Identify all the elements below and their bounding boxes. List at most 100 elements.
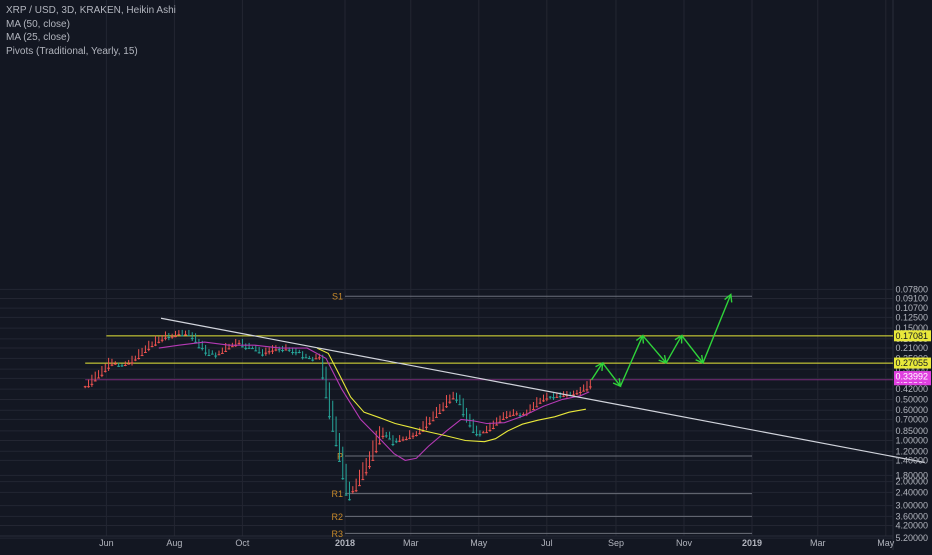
projection-segment xyxy=(681,335,704,364)
projection-segment xyxy=(665,335,683,364)
candle-body xyxy=(481,432,485,434)
candle-body xyxy=(281,350,284,352)
y-tick-label[interactable]: 0.70000 xyxy=(895,414,928,424)
candle-body xyxy=(127,363,131,365)
candle-body xyxy=(572,394,575,396)
y-tick-label[interactable]: 0.10700 xyxy=(895,303,928,313)
moving-averages xyxy=(158,341,590,461)
y-tick-label[interactable]: 4.20000 xyxy=(895,521,928,531)
legend-ma50[interactable]: MA (50, close) xyxy=(6,18,70,30)
legend-ma25[interactable]: MA (25, close) xyxy=(6,32,70,43)
candle-body xyxy=(261,354,264,356)
candle-body xyxy=(130,362,134,364)
candle-body xyxy=(133,359,137,361)
candle-body xyxy=(277,349,281,351)
candle-body xyxy=(214,355,218,357)
candle-body xyxy=(334,445,338,447)
y-tick-label[interactable]: 1.00000 xyxy=(895,436,928,446)
x-tick-label[interactable]: Aug xyxy=(166,538,182,548)
x-tick-label[interactable]: Jul xyxy=(541,538,553,548)
y-tick-label[interactable]: 2.00000 xyxy=(895,477,928,487)
candle-body xyxy=(307,358,311,360)
projection-segment xyxy=(642,335,667,364)
candle-body xyxy=(247,347,251,349)
x-tick-label[interactable]: Oct xyxy=(235,538,250,548)
x-tick-label[interactable]: Nov xyxy=(676,538,693,548)
candle-body xyxy=(311,359,315,361)
candle-body xyxy=(157,341,161,343)
x-tick-label[interactable]: Sep xyxy=(608,538,624,548)
candle-body xyxy=(578,392,582,394)
y-tick-label[interactable]: 0.15000 xyxy=(895,323,928,333)
candle-body xyxy=(354,490,358,492)
candle-body xyxy=(170,336,174,338)
x-tick-label[interactable]: May xyxy=(877,538,895,548)
candle-body xyxy=(217,354,221,356)
y-tick-label[interactable]: 0.85000 xyxy=(895,426,928,436)
x-tick-label[interactable]: Mar xyxy=(810,538,826,548)
legend-pivots[interactable]: Pivots (Traditional, Yearly, 15) xyxy=(6,45,138,57)
y-tick-label[interactable]: 0.21000 xyxy=(895,343,928,353)
x-tick-label[interactable]: 2019 xyxy=(742,538,762,548)
candle-body xyxy=(107,367,111,369)
y-tick-label[interactable]: 2.40000 xyxy=(895,487,928,497)
candle-body xyxy=(538,402,542,404)
y-tick-label[interactable]: 0.09100 xyxy=(895,294,928,304)
y-tick-label[interactable]: 1.20000 xyxy=(895,446,928,456)
candle-body xyxy=(150,346,154,348)
candle-body xyxy=(321,377,325,379)
x-tick-label[interactable]: Mar xyxy=(403,538,419,548)
candle-body xyxy=(505,417,509,419)
y-tick-label[interactable]: 1.80000 xyxy=(895,470,928,480)
pivot-label: R1 xyxy=(331,489,343,499)
candle-body xyxy=(144,351,147,353)
candle-body xyxy=(445,406,448,408)
y-tick-label[interactable]: 0.42000 xyxy=(895,384,928,394)
candle-body xyxy=(394,441,398,443)
candle-body xyxy=(404,438,408,440)
candle-body xyxy=(585,389,589,391)
x-tick-label[interactable]: Jun xyxy=(99,538,114,548)
pivot-label: S1 xyxy=(332,292,343,302)
candle-body xyxy=(291,352,294,354)
projection-segment xyxy=(702,294,732,364)
candle-body xyxy=(204,352,208,354)
candle-body xyxy=(120,365,124,367)
candle-body xyxy=(87,386,90,388)
ma50-line xyxy=(316,347,586,443)
grid-lines xyxy=(0,0,894,550)
candle-body xyxy=(391,443,395,445)
candle-body xyxy=(184,334,187,336)
price-tag-label: 0.27055 xyxy=(895,358,928,368)
candle-body xyxy=(338,460,341,462)
candle-body xyxy=(97,377,100,379)
candle-body xyxy=(448,401,452,403)
price-tag-label: 0.33992 xyxy=(895,372,928,382)
candle-body xyxy=(398,440,402,442)
y-tick-label[interactable]: 0.07800 xyxy=(895,284,928,294)
y-tick-label[interactable]: 0.12500 xyxy=(895,312,928,322)
legend-symbol[interactable]: XRP / USD, 3D, KRAKEN, Heikin Ashi xyxy=(6,5,176,16)
y-tick-label[interactable]: 1.40000 xyxy=(895,455,928,465)
candle-body xyxy=(558,396,562,398)
projection-segment xyxy=(619,335,644,387)
candle-body xyxy=(197,347,201,349)
candle-body xyxy=(425,426,428,428)
y-tick-label[interactable]: 0.50000 xyxy=(895,394,928,404)
x-tick-label[interactable]: May xyxy=(470,538,488,548)
candle-body xyxy=(93,380,97,382)
candle-body xyxy=(297,352,301,354)
y-tick-label[interactable]: 3.00000 xyxy=(895,501,928,511)
y-tick-label[interactable]: 0.60000 xyxy=(895,405,928,415)
x-axis[interactable]: Jun Aug Oct 2018 Mar May Jul Sep Nov 2019 Mar May xyxy=(99,538,895,548)
candle-body xyxy=(575,393,579,395)
candle-body xyxy=(137,358,141,360)
y-tick-label[interactable]: 3.60000 xyxy=(895,511,928,521)
y-tick-label[interactable]: 0.30000 xyxy=(895,364,928,374)
candle-body xyxy=(428,423,432,425)
y-tick-label[interactable]: 5.20000 xyxy=(895,533,928,543)
candle-body xyxy=(458,404,462,406)
x-tick-label[interactable]: 2018 xyxy=(335,538,355,548)
